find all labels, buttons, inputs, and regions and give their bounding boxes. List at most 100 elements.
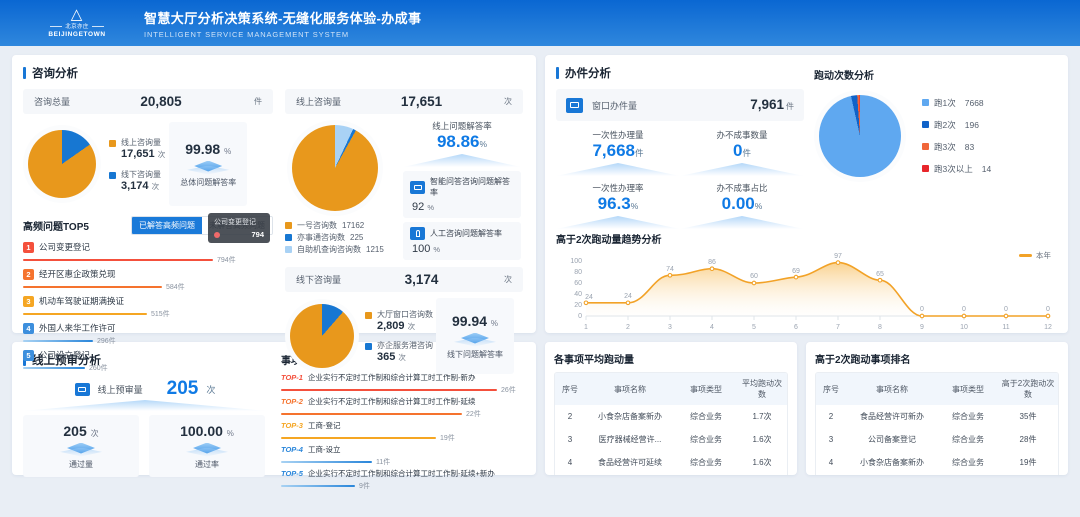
diamond-icon	[452, 331, 498, 347]
item-rank-row[interactable]: TOP-2 企业实行不定时工作制和综合计算工时工作制-延续 22件	[281, 396, 525, 419]
col-index: 序号	[555, 373, 585, 405]
tab-answered-questions[interactable]: 已解答高频问题	[132, 217, 202, 234]
ai-answer-rate-card: 智能问答咨询问题解答率 92 %	[403, 171, 521, 218]
metric-value: 0.00	[721, 194, 755, 213]
trend-chart-legend: 本年	[1019, 250, 1051, 261]
table-row[interactable]: 3 公司备案登记 综合业务 28件	[816, 428, 1058, 451]
over2-table-title: 高于2次跑动事项排名	[815, 355, 911, 366]
offline-consult-unit: 次	[504, 275, 512, 284]
legend-unit: 次	[157, 149, 166, 159]
legend-label: 线上咨询量	[121, 137, 161, 147]
item-rank-value: 9件	[359, 483, 370, 490]
top5-item[interactable]: 5 公司设立登记 260件	[23, 349, 273, 373]
pass-rate-unit: %	[226, 428, 234, 438]
cell-index: 3	[828, 435, 834, 444]
table-row[interactable]: 4 小食杂店备案新办 综合业务 19件	[816, 451, 1058, 474]
table-row[interactable]: 2 食品经营许可新办 综合业务 35件	[816, 405, 1058, 428]
svg-text:0: 0	[578, 313, 582, 320]
item-rank-list: TOP-1 企业实行不定时工作制和综合计算工时工作制-新办 26件 TOP-2 企业…	[281, 372, 525, 491]
item-rank-row[interactable]: TOP-3 工商-登记 19件	[281, 420, 525, 443]
legend-color-swatch	[109, 139, 116, 147]
legend-color-swatch	[922, 120, 929, 128]
top5-item[interactable]: 1 公司变更登记 794件	[23, 241, 273, 265]
consult-total-label: 咨询总量	[34, 97, 71, 107]
legend-item: 一号咨询数 17162	[285, 220, 403, 231]
handling-section-title: 办件分析	[556, 65, 804, 81]
item-rank-value: 22件	[466, 411, 481, 418]
top5-item-bar	[23, 285, 162, 289]
trend-chart-title: 高于2次跑动量趋势分析	[556, 235, 662, 246]
tooltip-dot-icon	[214, 231, 220, 238]
page-subtitle: INTELLIGENT SERVICE MANAGEMENT SYSTEM	[144, 29, 350, 39]
table-row[interactable]: 5小餐饮店新办综合业务15件	[816, 474, 1058, 475]
online-consult-pie[interactable]	[292, 125, 378, 211]
offline-rate-label: 线下问题解答率	[447, 349, 503, 359]
svg-text:0: 0	[1004, 306, 1008, 313]
legend-value: 1215	[366, 245, 384, 254]
offline-consult-pie[interactable]	[290, 304, 354, 368]
item-rank-row[interactable]: TOP-1 企业实行不定时工作制和综合计算工时工作制-新办 26件	[281, 372, 525, 395]
legend-value: 196	[964, 119, 979, 130]
run-count-pie[interactable]	[819, 95, 901, 177]
window-volume-bar: 窗口办件量 7,961 件	[556, 89, 804, 121]
svg-text:0: 0	[920, 306, 924, 313]
table-row[interactable]: 4 食品经营许可延续 综合业务 1.6次	[555, 451, 787, 474]
metric-label: 办不成事占比	[716, 183, 768, 193]
trend-chart-svg[interactable]: 100 80 60 40 20 0	[556, 246, 1056, 332]
item-rank-row[interactable]: TOP-5 企业实行不定时工作制和综合计算工时工作制-延续+新办 9件	[281, 468, 525, 491]
cell-index: 2	[567, 412, 573, 421]
handling-analysis-card: 办件分析 窗口办件量 7,961 件 一次性办理量 7,668件	[545, 55, 1068, 333]
legend-line-icon	[1019, 254, 1032, 257]
metric-unit: %	[754, 201, 763, 211]
cell-item-name: 医疗器械经营许...	[598, 435, 662, 444]
legend-label: 跑1次	[934, 97, 956, 108]
top5-item-name: 公司变更登记	[39, 242, 91, 252]
metric-unit: %	[630, 201, 639, 211]
rank-badge: 3	[23, 295, 34, 307]
consult-total-pie[interactable]	[28, 130, 96, 198]
top5-item-bar	[23, 312, 147, 316]
item-rank-bar	[281, 484, 355, 488]
table-row[interactable]: 2 小食杂店备案新办 综合业务 1.7次	[555, 405, 787, 428]
prereview-card: 线上预审分析 线上预审量 205 次 205 次 通过量	[12, 342, 536, 490]
item-rank-row[interactable]: TOP-4 工商-设立 11件	[281, 444, 525, 467]
table-row[interactable]: 3 医疗器械经营许... 综合业务 1.6次	[555, 428, 787, 451]
consultation-section-title: 咨询分析	[23, 65, 525, 81]
legend-label: 跑3次以上	[934, 163, 973, 174]
rank-label: TOP-5	[281, 469, 303, 478]
failed-count-metric: 办不成事数量 0件	[680, 129, 804, 176]
top5-item-value: 584件	[166, 284, 185, 291]
top5-title: 高频问题TOP5	[23, 222, 89, 233]
legend-item: 自助机查询咨询数 1215	[285, 244, 403, 255]
svg-text:97: 97	[834, 253, 842, 260]
cell-index: 2	[828, 412, 834, 421]
svg-text:9: 9	[920, 324, 924, 331]
diamond-icon	[185, 159, 231, 175]
cell-item-type: 综合业务	[952, 458, 984, 467]
col-over2-runs: 高于2次跑动次数	[998, 373, 1058, 405]
top5-item[interactable]: 2 经开区惠企政策兑现 584件	[23, 268, 273, 292]
human-rate-label: 人工咨询问题解答率	[430, 229, 502, 238]
legend-unit: 次	[407, 322, 416, 331]
over2-table-wrap[interactable]: 序号 事项名称 事项类型 高于2次跑动次数 2 食品经营许可新办 综合业务 35件 3…	[815, 372, 1059, 475]
legend-value: 365	[377, 351, 396, 363]
top5-item[interactable]: 3 机动车驾驶证期满换证 515件	[23, 295, 273, 319]
chart-tooltip: 公司变更登记 794	[208, 213, 270, 243]
cell-item-name: 食品经营许可新办	[860, 412, 924, 421]
cell-index: 3	[567, 435, 573, 444]
top5-item[interactable]: 4 外国人来华工作许可 296件	[23, 322, 273, 346]
legend-color-swatch	[285, 222, 292, 229]
item-rank-bar	[281, 460, 372, 464]
legend-value: 17162	[342, 221, 365, 230]
cell-avg-runs: 1.5次	[737, 474, 787, 475]
passed-unit: 次	[90, 428, 99, 438]
prereview-section-title: 线上预审分析	[23, 352, 267, 368]
prereview-main-unit: 次	[206, 384, 216, 395]
cell-over2-runs: 15件	[998, 474, 1058, 475]
top5-item-name: 机动车驾驶证期满换证	[39, 296, 125, 306]
pass-rate-value: 100.00	[180, 422, 223, 439]
legend-item: 线下咨询量 3,174 次	[109, 169, 165, 192]
svg-text:24: 24	[624, 293, 632, 300]
